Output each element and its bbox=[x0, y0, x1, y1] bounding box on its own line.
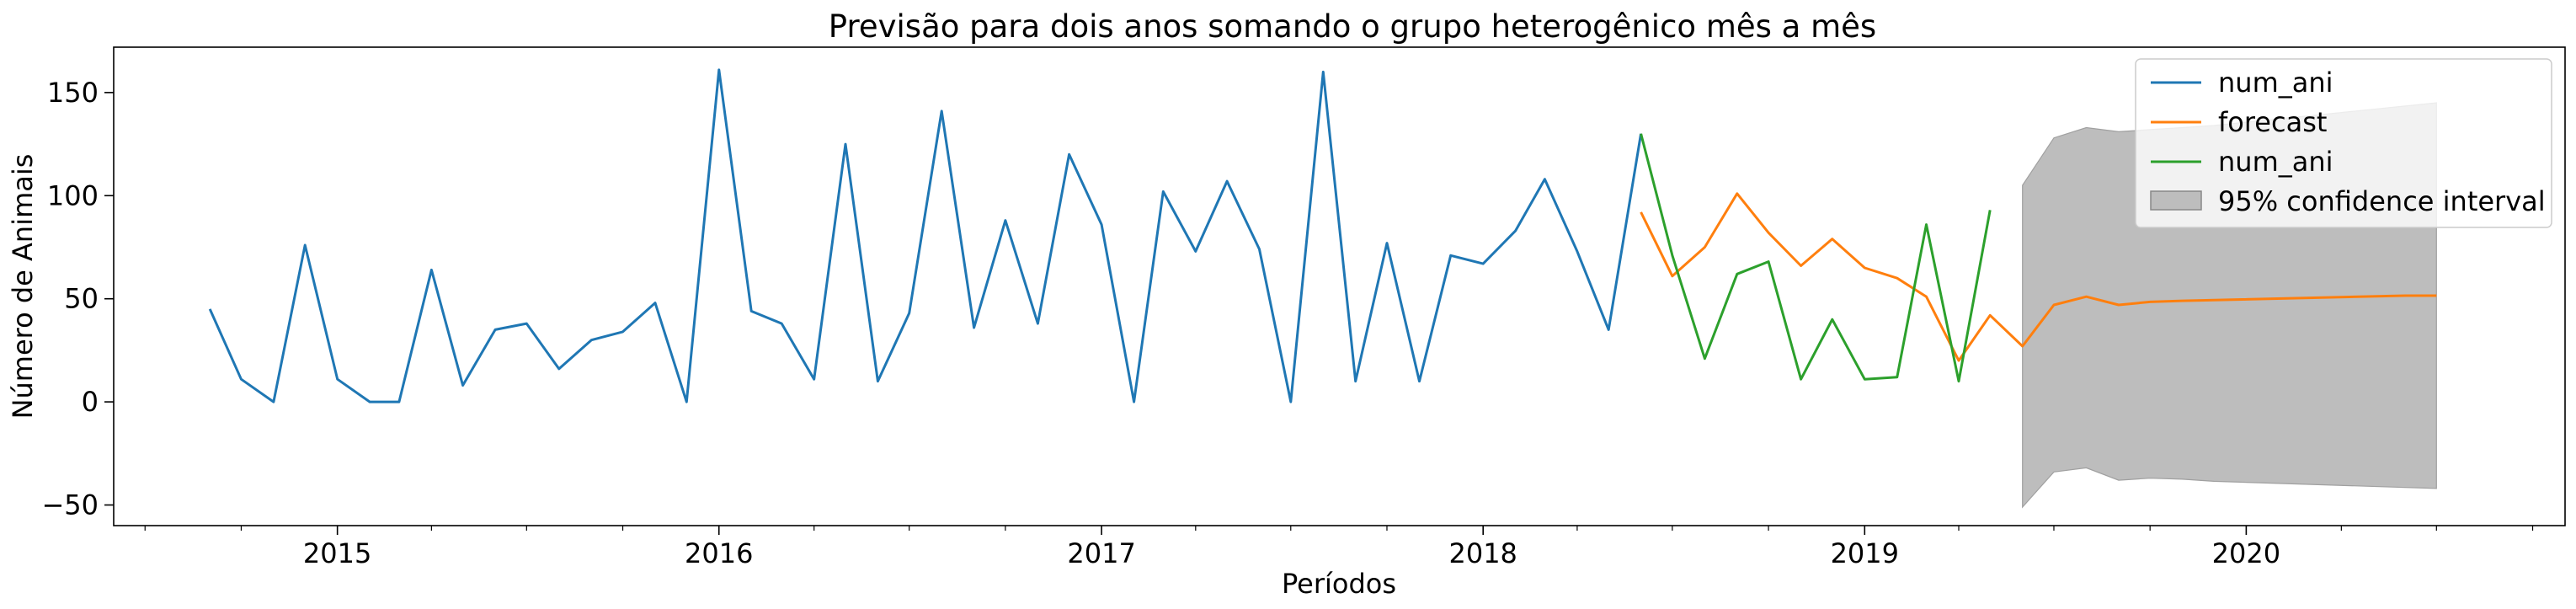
y-tick-label: 50 bbox=[64, 283, 99, 315]
legend-label-confidence-interval: 95% confidence interval bbox=[2218, 185, 2546, 217]
x-axis-label: Períodos bbox=[1282, 568, 1396, 600]
x-axis: 2015 2016 2017 2018 2019 2020 bbox=[144, 526, 2534, 569]
series-line-1 bbox=[208, 68, 1643, 403]
x-tick-label: 2020 bbox=[2212, 537, 2280, 569]
legend-label-series-1: num_ani bbox=[2218, 67, 2333, 99]
y-tick-label: 100 bbox=[47, 179, 99, 211]
series-line-2 bbox=[1640, 192, 2437, 362]
chart-title: Previsão para dois anos somando o grupo … bbox=[829, 8, 1876, 45]
legend-box bbox=[2135, 58, 2552, 228]
legend: num_ani forecast num_ani 95% confidence … bbox=[2135, 58, 2552, 228]
legend-swatch-confidence-interval bbox=[2150, 190, 2202, 211]
x-tick-label: 2016 bbox=[685, 537, 753, 569]
y-axis: −50 0 50 100 150 bbox=[41, 77, 114, 521]
x-tick-label: 2018 bbox=[1448, 537, 1517, 569]
series-line-3 bbox=[1640, 133, 1992, 383]
y-axis-label: Número de Animais bbox=[7, 154, 39, 419]
legend-label-series-2: forecast bbox=[2218, 106, 2327, 138]
legend-label-series-3: num_ani bbox=[2218, 146, 2333, 178]
series-lines-layer bbox=[208, 68, 2437, 403]
x-tick-label: 2019 bbox=[1831, 537, 1899, 569]
x-tick-label: 2015 bbox=[303, 537, 371, 569]
y-tick-label: 150 bbox=[47, 77, 99, 109]
y-tick-label: −50 bbox=[41, 489, 99, 521]
y-tick-label: 0 bbox=[82, 386, 99, 418]
plot-area-frame bbox=[113, 46, 2566, 526]
x-tick-label: 2017 bbox=[1067, 537, 1135, 569]
